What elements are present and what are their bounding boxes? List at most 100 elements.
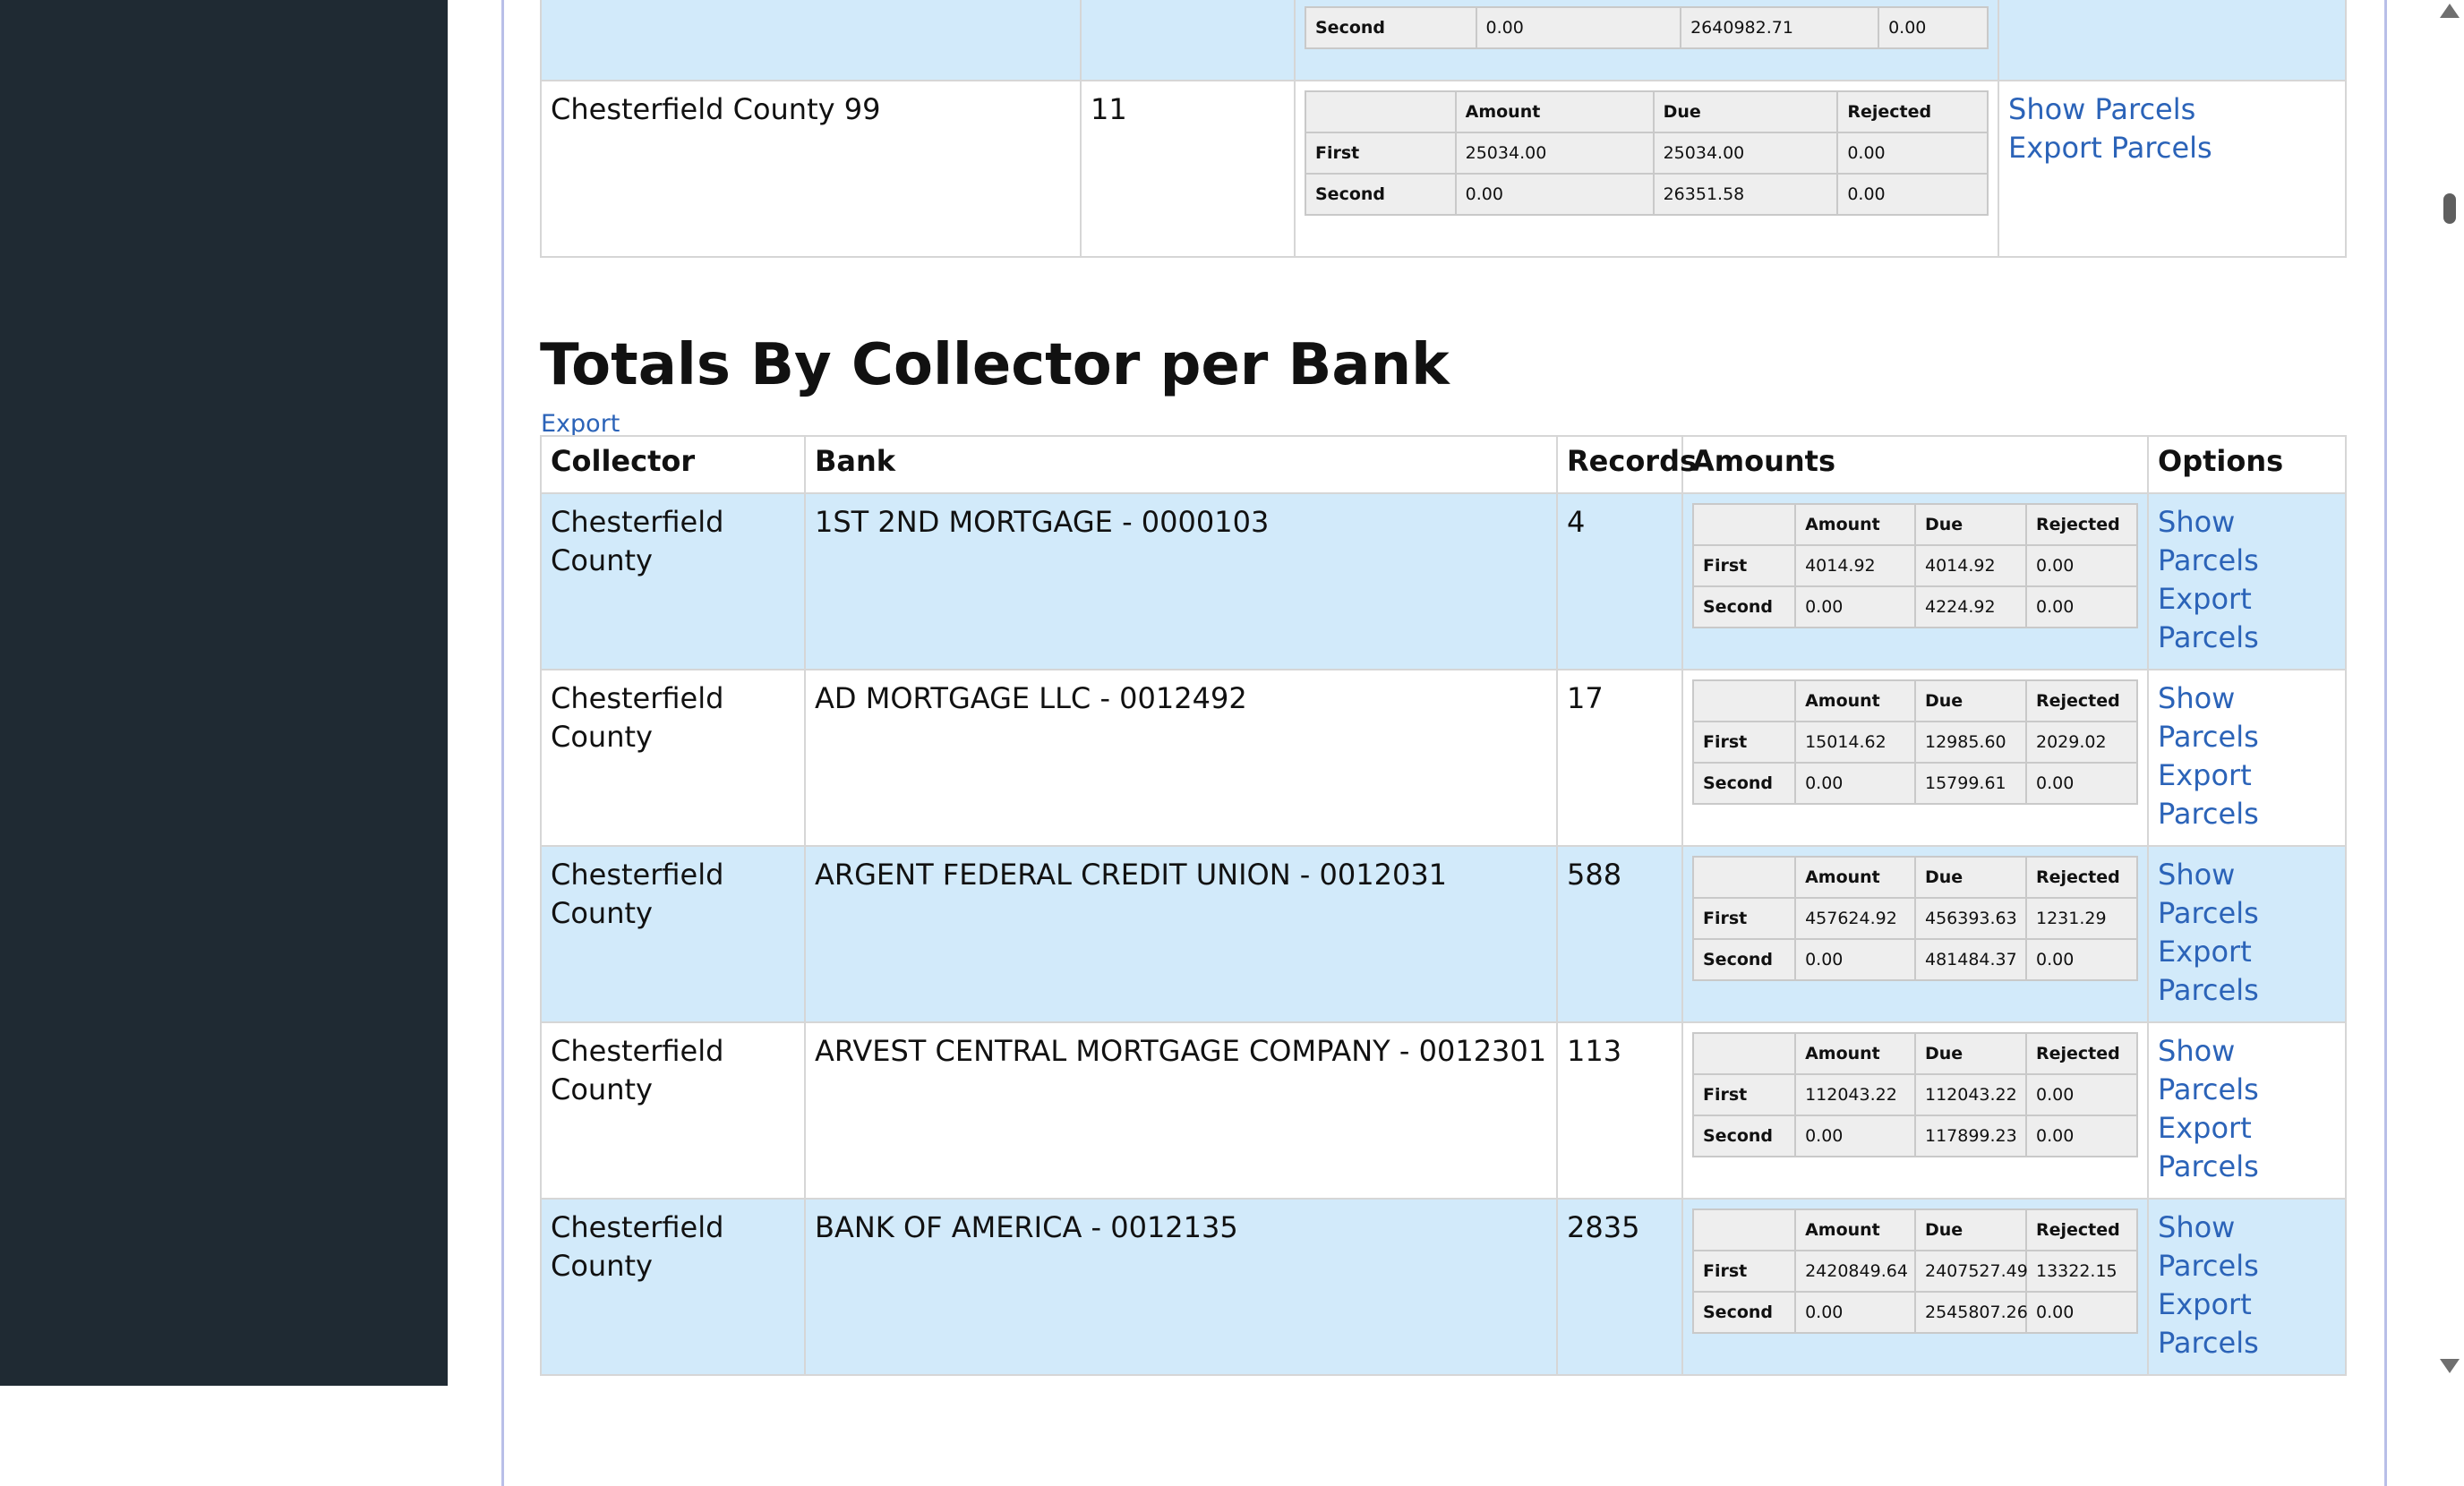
amounts-cell: Amount Due Rejected First 112043.22 112043.22… — [1681, 1021, 2149, 1200]
options-cell: Show Parcels Export Parcels — [2147, 1198, 2347, 1376]
rejected-header: Rejected — [1836, 90, 1989, 133]
scroll-down-arrow-icon[interactable] — [2440, 1359, 2460, 1373]
amounts-cell: Amount Due Rejected First 25034.00 25034… — [1294, 80, 1999, 258]
table-row: Chesterfield County ARGENT FEDERAL CREDIT… — [540, 845, 2347, 1023]
row-label: Second — [1691, 1114, 1797, 1157]
rejected-value: 0.00 — [2024, 1291, 2139, 1334]
bank-cell: ARVEST CENTRAL MORTGAGE COMPANY - 001230… — [804, 1021, 1558, 1200]
collector-cell: Chesterfield County — [540, 492, 806, 670]
row-label: First — [1691, 721, 1797, 764]
amounts-header: Amounts — [1681, 435, 2149, 494]
totals-by-bank-table: Collector Bank Records Amounts Options C… — [540, 435, 2347, 1376]
amount-value: 0.00 — [1794, 1114, 1916, 1157]
collector-cell: Chesterfield County — [540, 669, 806, 847]
row-label: Second — [1691, 762, 1797, 805]
rejected-value: 0.00 — [1836, 132, 1989, 175]
amounts-row-first: First 4014.92 4014.92 0.00 — [1691, 544, 2139, 587]
rejected-value: 0.00 — [2024, 1114, 2139, 1157]
bank-cell: ARGENT FEDERAL CREDIT UNION - 0012031 — [804, 845, 1558, 1023]
collector-header: Collector — [540, 435, 806, 494]
due-header: Due — [1652, 90, 1839, 133]
scrollbar-thumb[interactable] — [2443, 193, 2456, 224]
bank-cell: AD MORTGAGE LLC - 0012492 — [804, 669, 1558, 847]
totals-by-collector-table: Second 0.00 2640982.71 0.00 Chesterfield… — [540, 0, 2347, 258]
amount-header: Amount — [1454, 90, 1655, 133]
corner-header — [1691, 1208, 1797, 1251]
amounts-subtable: Amount Due Rejected First 25034.00 25034… — [1305, 90, 1989, 216]
amounts-row-second: Second 0.00 4224.92 0.00 — [1691, 585, 2139, 628]
bank-cell: 1ST 2ND MORTGAGE - 0000103 — [804, 492, 1558, 670]
bank-cell: BANK OF AMERICA - 0012135 — [804, 1198, 1558, 1376]
rejected-value: 0.00 — [2024, 585, 2139, 628]
due-header: Due — [1913, 1208, 2027, 1251]
show-parcels-link[interactable]: Show Parcels — [2158, 1034, 2259, 1106]
due-value: 25034.00 — [1652, 132, 1839, 175]
scroll-up-arrow-icon[interactable] — [2440, 4, 2460, 18]
rejected-header: Rejected — [2024, 856, 2139, 899]
section-heading: Totals By Collector per Bank — [540, 332, 1450, 398]
export-link[interactable]: Export — [541, 410, 620, 438]
show-parcels-link[interactable]: Show Parcels — [2158, 1210, 2259, 1283]
options-cell: Show Parcels Export Parcels — [2147, 845, 2347, 1023]
due-value: 481484.37 — [1913, 938, 2027, 981]
table-row: Chesterfield County 1ST 2ND MORTGAGE - 00… — [540, 492, 2347, 670]
due-value: 4224.92 — [1913, 585, 2027, 628]
export-parcels-link[interactable]: Export Parcels — [2158, 758, 2259, 831]
options-cell: Show Parcels Export Parcels — [2147, 492, 2347, 670]
due-value: 2640982.71 — [1680, 6, 1880, 49]
amounts-row-second: Second 0.00 2640982.71 0.00 — [1305, 6, 1989, 49]
amount-value: 457624.92 — [1794, 897, 1916, 940]
records-cell: 17 — [1556, 669, 1683, 847]
show-parcels-link[interactable]: Show Parcels — [2008, 92, 2196, 126]
amount-value: 25034.00 — [1454, 132, 1655, 175]
records-cell — [1080, 0, 1296, 81]
amount-value: 0.00 — [1794, 585, 1916, 628]
due-value: 2545807.26 — [1913, 1291, 2028, 1334]
rejected-value: 0.00 — [1878, 6, 1989, 49]
scrollbar[interactable] — [2437, 0, 2464, 1386]
amounts-row-second: Second 0.00 481484.37 0.00 — [1691, 938, 2139, 981]
amounts-header-row: Amount Due Rejected — [1691, 1208, 2139, 1251]
header-row: Collector Bank Records Amounts Options — [540, 435, 2347, 494]
amount-value: 0.00 — [1454, 173, 1655, 216]
amount-value: 4014.92 — [1794, 544, 1916, 587]
amount-value: 0.00 — [1475, 6, 1682, 49]
due-header: Due — [1913, 1032, 2027, 1075]
export-parcels-link[interactable]: Export Parcels — [2158, 935, 2259, 1007]
due-value: 112043.22 — [1913, 1073, 2027, 1116]
rejected-header: Rejected — [2024, 1032, 2139, 1075]
due-value: 15799.61 — [1913, 762, 2027, 805]
rejected-value: 2029.02 — [2024, 721, 2139, 764]
collector-cell — [540, 0, 1082, 81]
export-parcels-link[interactable]: Export Parcels — [2158, 582, 2259, 654]
amounts-cell: Second 0.00 2640982.71 0.00 — [1294, 0, 1999, 81]
export-parcels-link[interactable]: Export Parcels — [2158, 1111, 2259, 1183]
export-parcels-link[interactable]: Export Parcels — [2008, 131, 2212, 165]
table-row: Second 0.00 2640982.71 0.00 — [540, 0, 2347, 81]
corner-header — [1691, 856, 1797, 899]
amounts-cell: Amount Due Rejected First 2420849.64 2407527.… — [1681, 1198, 2149, 1376]
corner-header — [1691, 503, 1797, 546]
amount-header: Amount — [1794, 856, 1916, 899]
row-label: Second — [1305, 6, 1477, 49]
show-parcels-link[interactable]: Show Parcels — [2158, 681, 2259, 754]
amounts-row-first: First 112043.22 112043.22 0.00 — [1691, 1073, 2139, 1116]
options-header: Options — [2147, 435, 2347, 494]
amounts-row-first: First 15014.62 12985.60 2029.02 — [1691, 721, 2139, 764]
records-cell: 113 — [1556, 1021, 1683, 1200]
export-parcels-link[interactable]: Export Parcels — [2158, 1287, 2259, 1360]
collector-cell: Chesterfield County 99 — [540, 80, 1082, 258]
show-parcels-link[interactable]: Show Parcels — [2158, 505, 2259, 577]
amounts-header-row: Amount Due Rejected — [1691, 1032, 2139, 1075]
collector-cell: Chesterfield County — [540, 1198, 806, 1376]
table-row: Chesterfield County ARVEST CENTRAL MORTGA… — [540, 1021, 2347, 1200]
rejected-value: 0.00 — [2024, 544, 2139, 587]
amount-value: 0.00 — [1794, 938, 1916, 981]
corner-header — [1305, 90, 1457, 133]
rejected-value: 0.00 — [2024, 1073, 2139, 1116]
show-parcels-link[interactable]: Show Parcels — [2158, 858, 2259, 930]
options-cell: Show Parcels Export Parcels — [1998, 80, 2347, 258]
amounts-row-second: Second 0.00 15799.61 0.00 — [1691, 762, 2139, 805]
due-value: 456393.63 — [1913, 897, 2027, 940]
rejected-value: 0.00 — [1836, 173, 1989, 216]
